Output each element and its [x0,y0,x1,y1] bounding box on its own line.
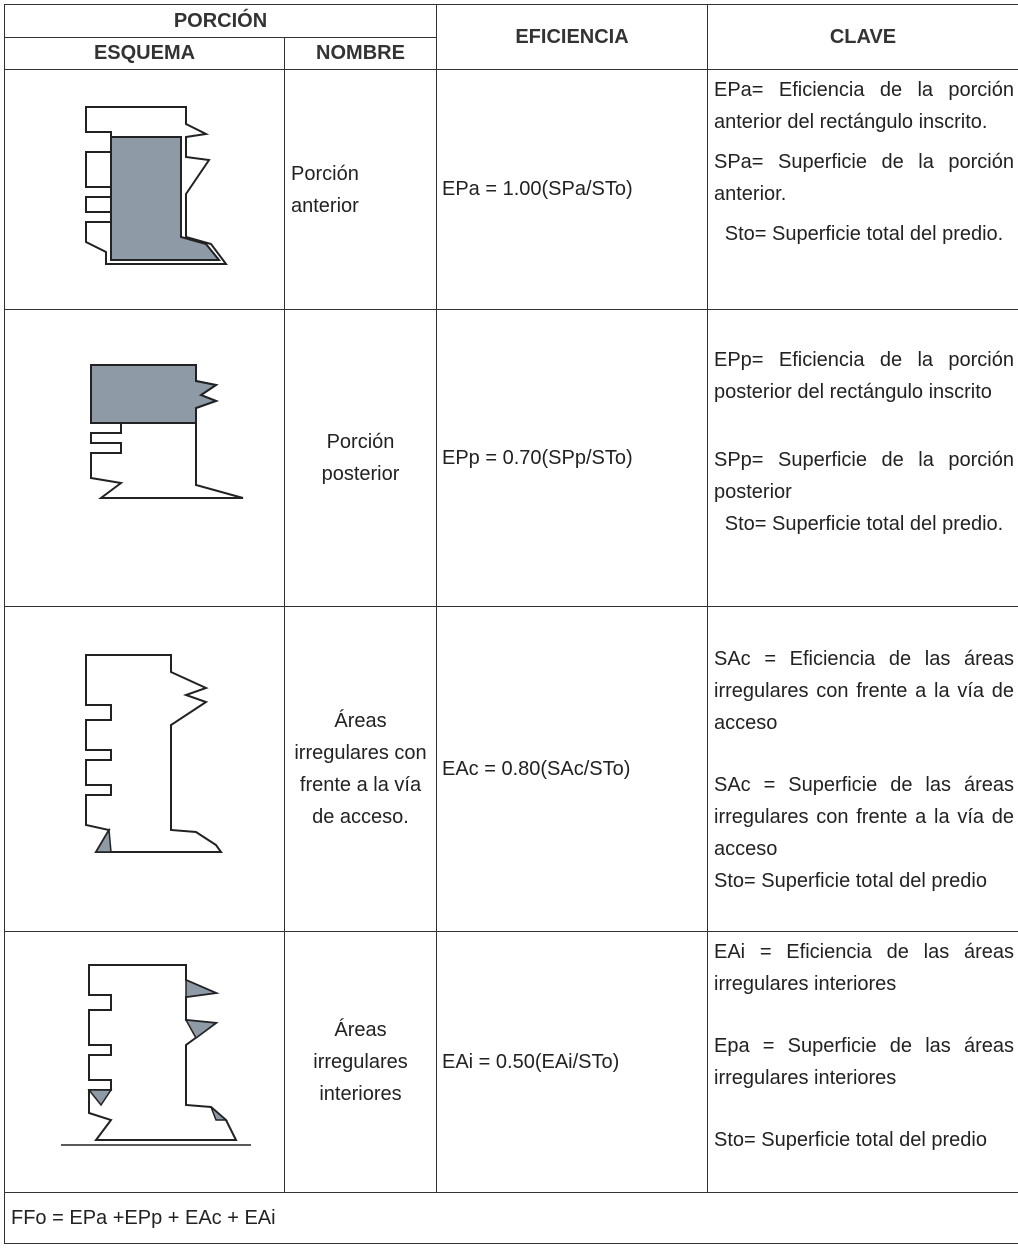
eficiencia: EAi = 0.50(EAi/STo) [436,931,708,1193]
eficiencia: EPa = 1.00(SPa/STo) [436,69,708,310]
clave-text: Sto= Superficie total del predio [714,1129,987,1151]
esquema-cell [4,606,285,932]
table: PORCIÓN EFICIENCIA CLAVE ESQUEMA NOMBRE … [4,4,1018,1244]
clave-text: SPa= Superficie de la porción anterior. [714,151,1014,205]
clave-text: EPa= Eficiencia de la porción anterior d… [714,79,1014,133]
nombre: Porción anterior [284,69,437,310]
header-esquema: ESQUEMA [4,37,285,70]
schematic [90,364,244,499]
header-nombre: NOMBRE [284,37,437,70]
clave-text: Epa = Superficie de las áreas irregulare… [714,1035,1014,1089]
header-eficiencia: EFICIENCIA [436,4,708,70]
clave-text: EPp= Eficiencia de la porción posterior … [714,349,1014,403]
esquema-cell [4,309,285,607]
esquema-cell [4,69,285,310]
clave: EAi = Eficiencia de las áreas irregulare… [707,931,1018,1193]
clave: EPa= Eficiencia de la porción anterior d… [707,69,1018,310]
clave-text: Sto= Superficie total del predio. [724,223,1004,245]
clave: SAc = Eficiencia de las áreas irregulare… [707,606,1018,932]
clave-text: Sto= Superficie total del predio. [724,513,1004,535]
clave-text: SAc = Eficiencia de las áreas irregulare… [714,648,1014,734]
clave-text: SPp= Superficie de la porción posterior [714,449,1014,503]
clave-text: Sto= Superficie total del predio [714,870,987,892]
header-clave: CLAVE [707,4,1018,70]
clave: EPp= Eficiencia de la porción posterior … [707,309,1018,607]
nombre: Porción posterior [284,309,437,607]
footer-formula: FFo = EPa +EPp + EAc + EAi [4,1192,1018,1244]
schematic [61,963,251,1146]
nombre: Áreas irregulares interiores [284,931,437,1193]
clave-text: SAc = Superficie de las áreas irregulare… [714,774,1014,860]
schematic [85,654,223,853]
header-porcion: PORCIÓN [4,4,437,38]
esquema-cell [4,931,285,1193]
nombre: Áreas irregulares con frente a la vía de… [284,606,437,932]
eficiencia: EPp = 0.70(SPp/STo) [436,309,708,607]
clave-text: EAi = Eficiencia de las áreas irregulare… [714,941,1014,995]
eficiencia: EAc = 0.80(SAc/STo) [436,606,708,932]
schematic [85,105,228,265]
